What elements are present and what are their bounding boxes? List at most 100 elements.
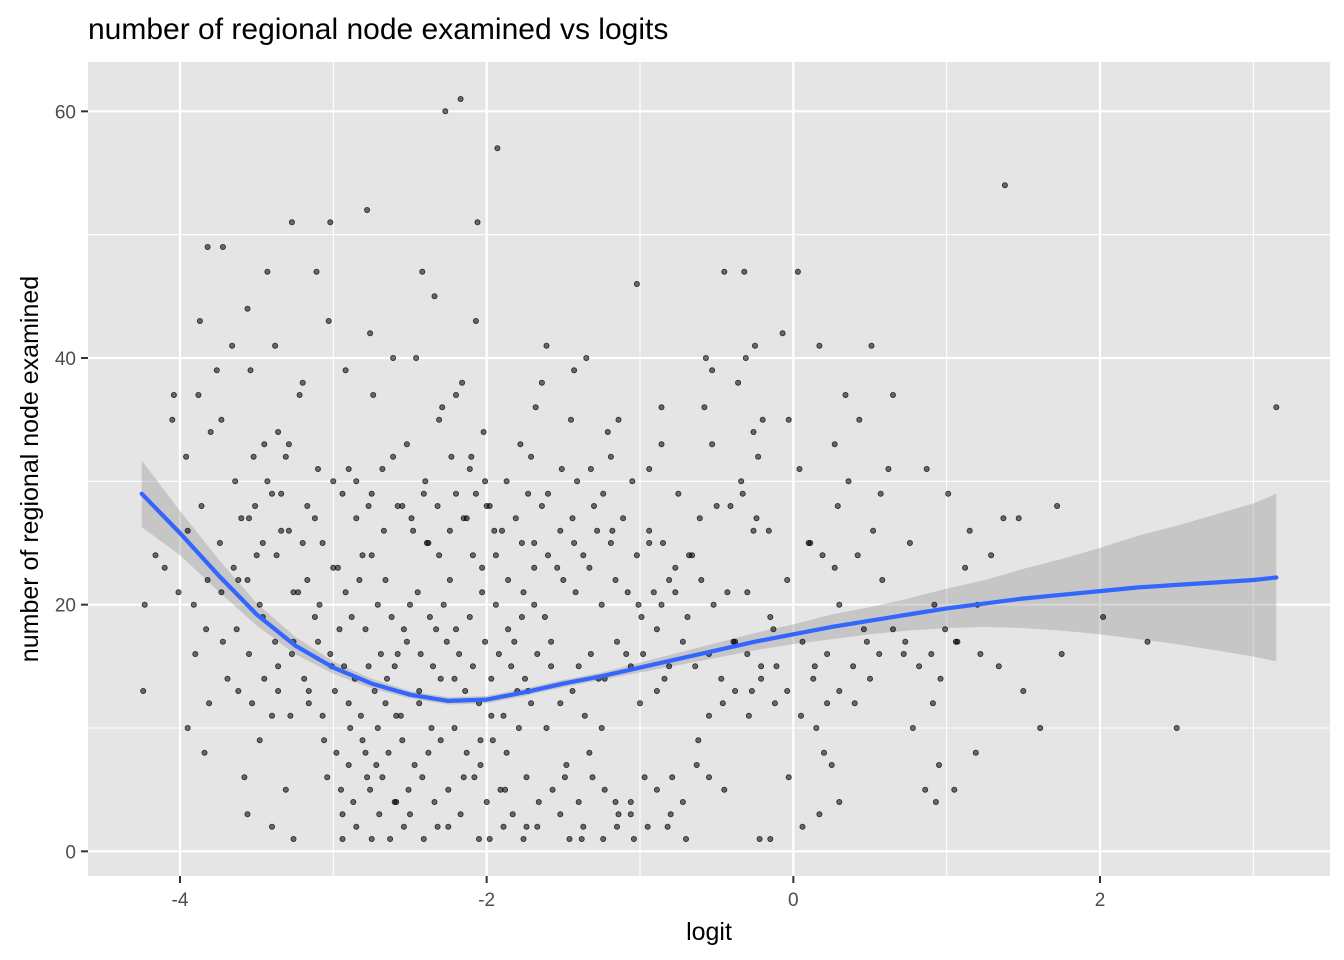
data-point bbox=[512, 515, 519, 522]
data-point bbox=[750, 428, 757, 435]
data-point bbox=[525, 490, 532, 497]
data-point bbox=[549, 786, 556, 793]
data-point bbox=[798, 712, 805, 719]
data-point bbox=[390, 354, 397, 361]
data-point bbox=[420, 490, 427, 497]
data-point bbox=[327, 219, 334, 226]
data-point bbox=[598, 601, 605, 608]
data-point bbox=[256, 601, 263, 608]
data-point bbox=[557, 527, 564, 534]
data-point bbox=[633, 280, 640, 287]
data-point bbox=[213, 367, 220, 374]
data-point bbox=[353, 823, 360, 830]
data-point bbox=[342, 367, 349, 374]
data-point bbox=[365, 663, 372, 670]
data-point bbox=[534, 823, 541, 830]
data-point bbox=[456, 651, 463, 658]
data-point bbox=[230, 564, 237, 571]
data-point bbox=[753, 515, 760, 522]
x-tick-label: -4 bbox=[172, 890, 189, 911]
data-point bbox=[824, 651, 831, 658]
data-point bbox=[909, 725, 916, 732]
data-point bbox=[607, 453, 614, 460]
data-point bbox=[664, 823, 671, 830]
data-point bbox=[364, 774, 371, 781]
data-point bbox=[414, 589, 421, 596]
data-point bbox=[575, 799, 582, 806]
data-point bbox=[850, 663, 857, 670]
data-point bbox=[463, 749, 470, 756]
data-point bbox=[870, 527, 877, 534]
data-point bbox=[679, 638, 686, 645]
data-point bbox=[311, 515, 318, 522]
data-point bbox=[391, 663, 398, 670]
data-point bbox=[244, 577, 251, 584]
data-point bbox=[419, 268, 426, 275]
data-point bbox=[495, 651, 502, 658]
data-point bbox=[623, 651, 630, 658]
data-point bbox=[779, 330, 786, 337]
data-point bbox=[305, 688, 312, 695]
data-point bbox=[229, 342, 236, 349]
data-point bbox=[469, 552, 476, 559]
data-point bbox=[650, 589, 657, 596]
data-point bbox=[268, 712, 275, 719]
data-point bbox=[353, 515, 360, 522]
data-point bbox=[264, 268, 271, 275]
data-point bbox=[571, 540, 578, 547]
data-point bbox=[745, 712, 752, 719]
data-point bbox=[285, 441, 292, 448]
data-point bbox=[483, 799, 490, 806]
data-point bbox=[452, 391, 459, 398]
data-point bbox=[204, 243, 211, 250]
data-point bbox=[879, 577, 886, 584]
data-point bbox=[629, 478, 636, 485]
data-point bbox=[709, 441, 716, 448]
data-point bbox=[942, 626, 949, 633]
data-point bbox=[1273, 404, 1280, 411]
data-point bbox=[469, 663, 476, 670]
data-point bbox=[245, 651, 252, 658]
data-point bbox=[810, 675, 817, 682]
data-point bbox=[387, 836, 394, 843]
data-point bbox=[834, 502, 841, 509]
data-point bbox=[459, 379, 466, 386]
data-point bbox=[452, 490, 459, 497]
data-point bbox=[422, 478, 429, 485]
data-point bbox=[928, 651, 935, 658]
data-point bbox=[304, 577, 311, 584]
data-point bbox=[545, 490, 552, 497]
data-point bbox=[482, 638, 489, 645]
data-point bbox=[253, 552, 260, 559]
data-point bbox=[342, 589, 349, 596]
data-point bbox=[477, 762, 484, 769]
data-point bbox=[373, 762, 380, 769]
data-point bbox=[1000, 515, 1007, 522]
data-point bbox=[531, 540, 538, 547]
data-point bbox=[341, 663, 348, 670]
data-point bbox=[922, 786, 929, 793]
data-point bbox=[561, 774, 568, 781]
data-point bbox=[406, 811, 413, 818]
data-point bbox=[383, 675, 390, 682]
data-point bbox=[845, 478, 852, 485]
data-point bbox=[860, 626, 867, 633]
data-point bbox=[591, 502, 598, 509]
data-point bbox=[345, 700, 352, 707]
data-point bbox=[442, 108, 449, 115]
data-point bbox=[785, 416, 792, 423]
data-point bbox=[411, 762, 418, 769]
data-point bbox=[319, 712, 326, 719]
data-point bbox=[748, 688, 755, 695]
data-point bbox=[583, 354, 590, 361]
data-point bbox=[867, 675, 874, 682]
data-point bbox=[423, 540, 430, 547]
data-point bbox=[305, 700, 312, 707]
data-point bbox=[353, 478, 360, 485]
data-point bbox=[923, 465, 930, 472]
data-point bbox=[436, 416, 443, 423]
data-point bbox=[261, 675, 268, 682]
data-point bbox=[630, 836, 637, 843]
data-point bbox=[1015, 515, 1022, 522]
y-axis: 0 20 40 60 bbox=[55, 102, 88, 863]
